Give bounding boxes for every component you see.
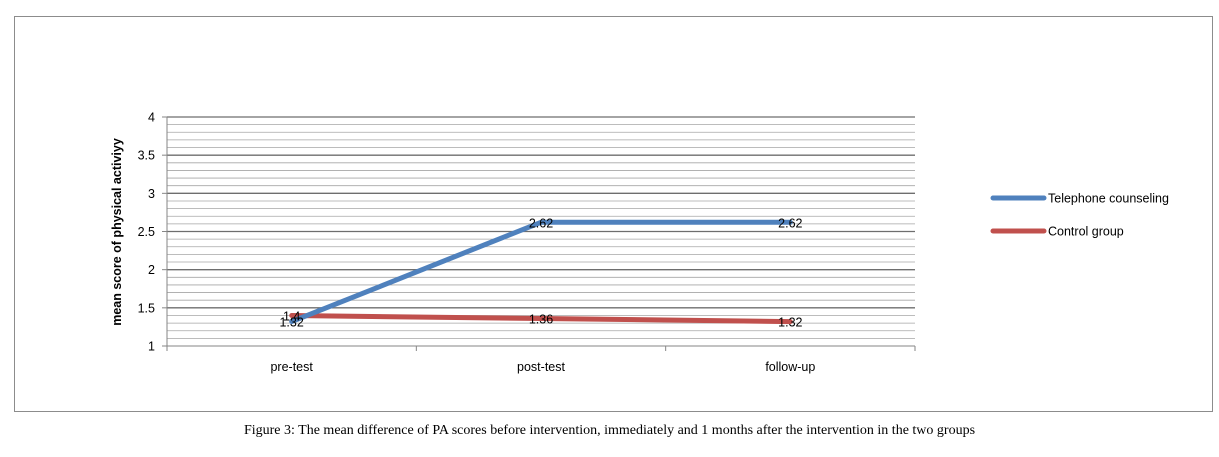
- series-line-telephone-counseling: [289, 219, 793, 325]
- y-axis-label: mean score of physical activiyy: [110, 138, 124, 326]
- data-label: 1.4: [283, 309, 300, 323]
- y-tick-label: 4: [148, 111, 155, 125]
- data-label: 2.62: [778, 216, 802, 230]
- data-label: 1.36: [529, 313, 553, 327]
- data-label: 1.32: [778, 316, 802, 330]
- chart-area: [14, 16, 1213, 412]
- legend-label-control-group: Control group: [1048, 225, 1124, 239]
- grid-lines: [167, 116, 915, 339]
- series-line-control-group: [289, 313, 793, 325]
- x-tick-label: post-test: [517, 360, 565, 374]
- data-label: 1.32: [279, 316, 303, 330]
- legend-label-telephone-counseling: Telephone counseling: [1048, 192, 1169, 206]
- y-tick-label: 2.5: [138, 225, 155, 239]
- y-tick-label: 1: [148, 340, 155, 354]
- x-tick-label: follow-up: [765, 360, 815, 374]
- y-tick-label: 3: [148, 187, 155, 201]
- data-labels: 1.32 2.62 2.62 1.4 1.36 1.32: [279, 216, 802, 329]
- axes: 1 1.5 2 2.5 3 3.5 4 pre-test post-test follow-up: [138, 111, 916, 374]
- x-tick-label: pre-test: [270, 360, 313, 374]
- data-label: 2.62: [529, 216, 553, 230]
- legend: Telephone counseling Control group: [990, 192, 1169, 239]
- figure-caption: Figure 3: The mean difference of PA scor…: [243, 423, 976, 438]
- y-tick-label: 2: [148, 263, 155, 277]
- y-tick-label: 3.5: [138, 149, 155, 163]
- series-lines: [289, 219, 793, 325]
- y-tick-label: 1.5: [138, 301, 155, 315]
